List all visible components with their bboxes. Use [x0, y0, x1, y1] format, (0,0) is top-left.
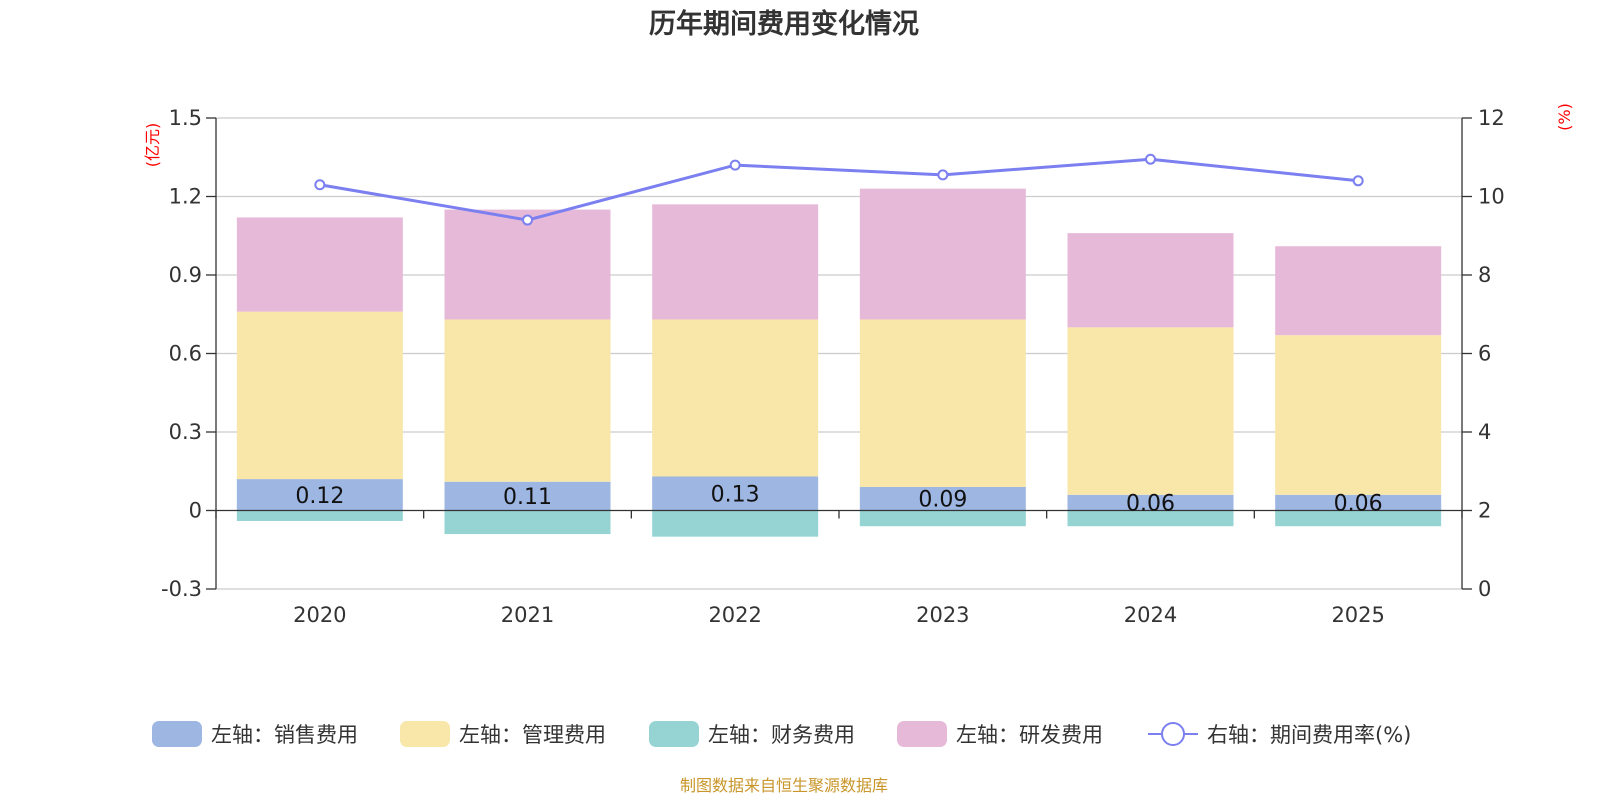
right-tick-label: 2 [1478, 499, 1491, 523]
bar-segment [859, 188, 1026, 320]
left-axis-unit: (亿元) [143, 123, 162, 168]
rate-line [314, 153, 1364, 226]
rate-line-path [319, 157, 1359, 222]
bar-segment [236, 479, 403, 511]
data-labels: 0.12 0.11 0.13 0.09 0.06 0.06 [295, 482, 1382, 516]
legend-label: 左轴：研发费用 [956, 723, 1103, 747]
right-tick-label: 6 [1478, 342, 1491, 366]
right-tick-label: 4 [1478, 420, 1491, 444]
rate-point [1352, 175, 1364, 187]
sales-data-label: 0.11 [503, 485, 552, 510]
legend-swatch [152, 721, 202, 747]
bar-segment [444, 209, 611, 320]
bar-segment [444, 481, 611, 511]
bar-segment [1067, 510, 1234, 527]
left-tick-label: -0.3 [161, 577, 202, 601]
rate-point [522, 214, 533, 226]
rate-point [1145, 153, 1156, 165]
grid-lines [216, 117, 1462, 590]
bar-segment [1067, 327, 1234, 495]
bar-segment [859, 319, 1026, 487]
bar-segment [236, 311, 403, 480]
bar-segment [444, 319, 611, 482]
legend-swatch [400, 721, 450, 747]
x-tick-label: 2024 [1124, 603, 1177, 627]
bar-segment [652, 319, 819, 477]
right-axis-unit: (%) [1555, 103, 1574, 131]
left-tick-label: 0.6 [169, 342, 202, 366]
legend-swatch [649, 721, 699, 747]
legend-label: 左轴：财务费用 [708, 723, 855, 747]
left-tick-label: 0.9 [169, 263, 202, 287]
x-tick-label: 2020 [293, 603, 346, 627]
bar-segment [444, 510, 611, 535]
sales-data-label: 0.09 [918, 488, 967, 513]
rate-point [937, 169, 949, 181]
x-tick-label: 2023 [916, 603, 969, 627]
x-tick-label: 2025 [1331, 603, 1384, 627]
bar-segment [1275, 335, 1442, 495]
sales-data-label: 0.06 [1126, 492, 1175, 517]
chart-title: 历年期间费用变化情况 [649, 8, 919, 40]
legend: 左轴：销售费用 左轴：管理费用 左轴：财务费用 左轴：研发费用 右轴：期间费用率(%) [152, 721, 1411, 747]
bar-segment [1275, 510, 1442, 527]
right-tick-label: 12 [1478, 106, 1505, 130]
bar-segment [652, 204, 819, 320]
legend-circle-icon [1161, 722, 1185, 746]
bar-segment [1067, 494, 1234, 511]
rate-point [314, 179, 326, 191]
sales-data-label: 0.06 [1334, 492, 1383, 517]
bar-segment [236, 217, 403, 312]
legend-swatch [897, 721, 947, 747]
bar-segment [859, 510, 1026, 527]
left-tick-label: 1.5 [169, 106, 202, 130]
bar-segment [652, 510, 819, 537]
right-tick-label: 8 [1478, 263, 1491, 287]
left-tick-label: 1.2 [169, 185, 202, 209]
legend-label: 左轴：销售费用 [211, 723, 358, 747]
rate-point [729, 159, 741, 171]
bar-segment [652, 476, 819, 511]
source-note: 制图数据来自恒生聚源数据库 [680, 776, 888, 795]
x-tick-label: 2022 [708, 603, 761, 627]
legend-label: 左轴：管理费用 [459, 723, 606, 747]
bar-segment [1275, 494, 1442, 511]
bar-segment [236, 510, 403, 521]
right-tick-label: 10 [1478, 185, 1505, 209]
sales-data-label: 0.12 [295, 484, 344, 509]
legend-label: 右轴：期间费用率(%) [1207, 723, 1411, 747]
bars [236, 188, 1442, 537]
axes: -0.3 0 0.3 0.6 0.9 1.2 1.5 0 2 4 6 8 10 12 2020 2021 202… [161, 106, 1505, 627]
sales-data-label: 0.13 [711, 482, 760, 507]
left-tick-label: 0.3 [169, 420, 202, 444]
bar-segment [859, 486, 1026, 511]
right-tick-label: 0 [1478, 577, 1491, 601]
bar-segment [1067, 233, 1234, 328]
left-tick-label: 0 [189, 499, 202, 523]
bar-segment [1275, 246, 1442, 336]
x-tick-label: 2021 [501, 603, 554, 627]
